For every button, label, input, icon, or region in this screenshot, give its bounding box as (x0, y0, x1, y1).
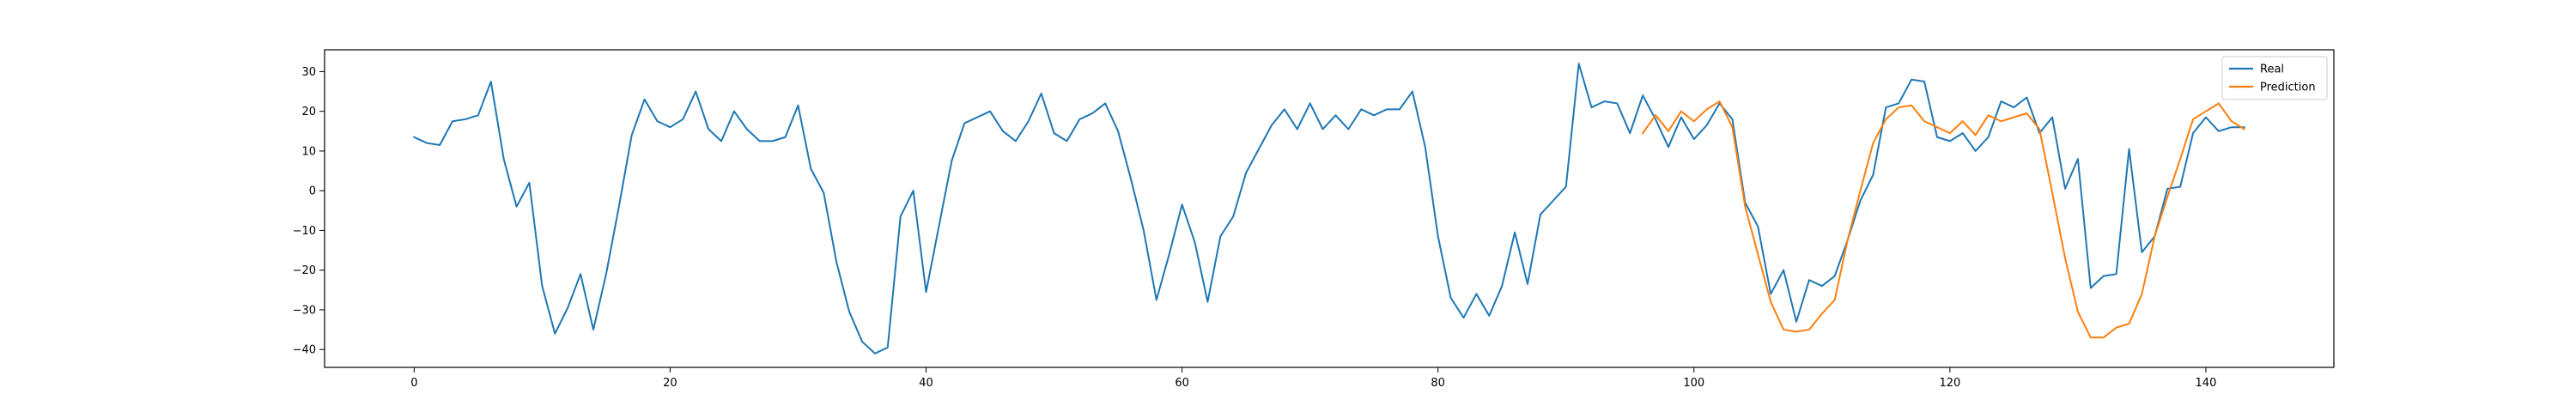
plot-area: 0 20 40 60 80 100 120 140 −40 −30 −20 −10 0 10 20 30 (293, 49, 2335, 390)
x-tick-label: 0 (410, 377, 417, 390)
plot-frame (324, 49, 2335, 368)
x-tick-label: 20 (663, 377, 677, 390)
x-tick-label: 60 (1175, 377, 1189, 390)
y-tick-label: −10 (293, 225, 316, 238)
y-tick-label: −30 (293, 304, 316, 317)
y-tick-label: 0 (309, 185, 316, 198)
legend-label-prediction: Prediction (2260, 82, 2316, 94)
legend-label-real: Real (2260, 64, 2284, 76)
x-tick-label: 120 (1939, 377, 1960, 390)
series-layer (413, 63, 2246, 354)
y-tick-label: −40 (293, 344, 316, 357)
y-tick-label: 10 (301, 145, 316, 158)
series-line-real (413, 63, 2245, 354)
x-axis: 0 20 40 60 80 100 120 140 (410, 367, 2216, 390)
x-tick-label: 100 (1683, 377, 1704, 390)
y-axis: −40 −30 −20 −10 0 10 20 30 (293, 66, 325, 357)
legend: Real Prediction (2221, 56, 2328, 100)
y-tick-label: 20 (301, 106, 316, 118)
y-tick-label: −20 (293, 264, 316, 277)
x-tick-label: 80 (1431, 377, 1445, 390)
x-tick-label: 40 (919, 377, 933, 390)
legend-box (2221, 56, 2328, 100)
series-line-prediction (1641, 100, 2246, 339)
y-tick-label: 30 (301, 66, 316, 79)
x-tick-label: 140 (2196, 377, 2217, 390)
